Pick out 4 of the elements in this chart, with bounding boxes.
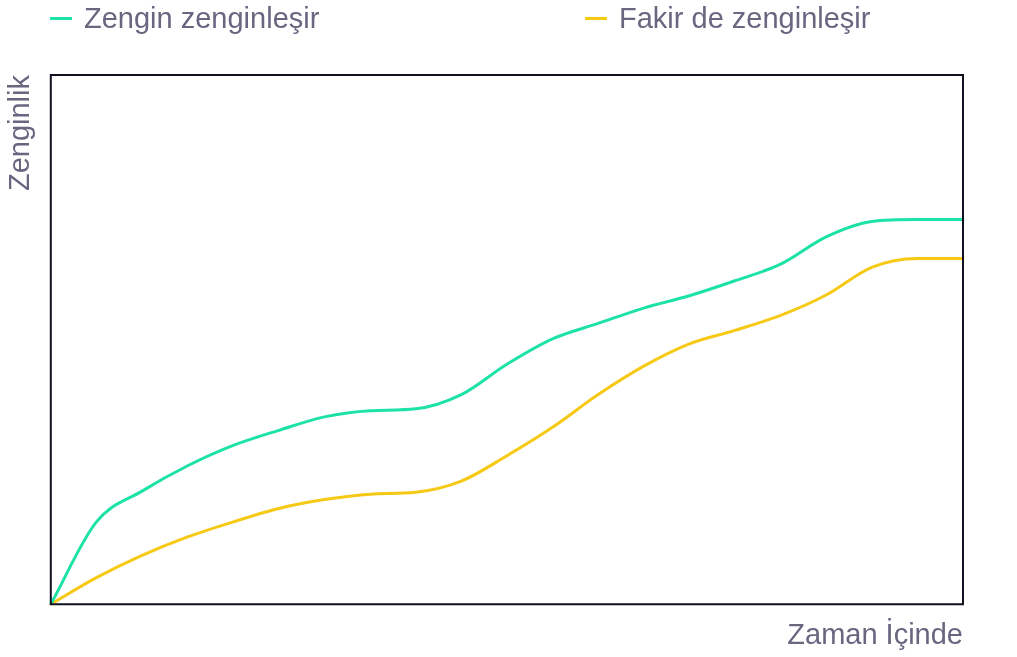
legend-label: Zengin zenginleşir [84,2,320,35]
legend-label: Fakir de zenginleşir [619,2,871,35]
y-axis-title: Zenginlik [3,74,36,192]
x-axis-title: Zaman İçinde [787,617,963,650]
